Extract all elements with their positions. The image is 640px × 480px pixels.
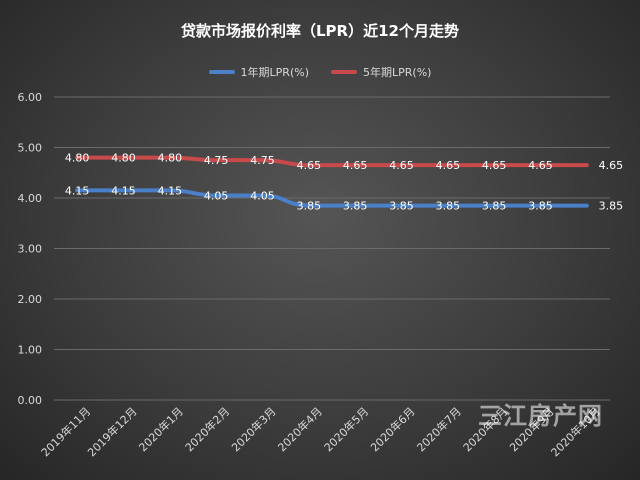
y-tick-label: 1.00 bbox=[18, 344, 43, 357]
y-tick-label: 3.00 bbox=[18, 243, 43, 256]
data-label-1y: 3.85 bbox=[436, 200, 461, 213]
legend-label-1y: 1年期LPR(%) bbox=[240, 66, 309, 79]
chart-title: 贷款市场报价利率（LPR）近12个月走势 bbox=[181, 22, 459, 40]
y-tick-label: 0.00 bbox=[18, 394, 43, 407]
data-label-5y: 4.65 bbox=[297, 159, 322, 172]
x-tick-label: 2020年2月 bbox=[182, 404, 232, 454]
data-label-1y: 3.85 bbox=[528, 200, 553, 213]
data-label-5y: 4.65 bbox=[482, 159, 507, 172]
data-label-5y: 4.65 bbox=[599, 159, 624, 172]
data-label-5y: 4.75 bbox=[204, 154, 229, 167]
series-line-5y bbox=[75, 155, 589, 168]
data-label-5y: 4.65 bbox=[343, 159, 368, 172]
data-label-1y: 4.05 bbox=[250, 189, 275, 202]
data-label-5y: 4.65 bbox=[528, 159, 553, 172]
y-tick-label: 2.00 bbox=[18, 293, 43, 306]
legend-label-5y: 5年期LPR(%) bbox=[363, 66, 432, 79]
data-label-5y: 4.65 bbox=[436, 159, 461, 172]
x-tick-label: 2020年7月 bbox=[414, 404, 464, 454]
data-label-1y: 3.85 bbox=[297, 200, 322, 213]
x-tick-label: 2020年3月 bbox=[228, 404, 278, 454]
series-line-1y bbox=[75, 188, 589, 208]
y-tick-label: 5.00 bbox=[18, 142, 43, 155]
x-tick-label: 2020年6月 bbox=[367, 404, 417, 454]
data-label-5y: 4.80 bbox=[111, 152, 136, 165]
data-label-1y: 3.85 bbox=[482, 200, 507, 213]
data-label-5y: 4.65 bbox=[389, 159, 414, 172]
data-label-1y: 4.15 bbox=[111, 184, 136, 197]
data-label-1y: 3.85 bbox=[343, 200, 368, 213]
data-label-1y: 3.85 bbox=[599, 200, 624, 213]
legend-swatch-1y bbox=[208, 70, 235, 74]
x-tick-label: 2019年12月 bbox=[84, 404, 139, 459]
y-tick-label: 4.00 bbox=[18, 192, 43, 205]
legend-item-5y: 5年期LPR(%) bbox=[331, 64, 431, 80]
x-tick-label: 2020年1月 bbox=[136, 404, 186, 454]
data-label-1y: 4.15 bbox=[65, 184, 90, 197]
data-label-5y: 4.75 bbox=[250, 154, 275, 167]
watermark: 三江房产网 bbox=[478, 402, 603, 430]
data-label-1y: 3.85 bbox=[389, 200, 414, 213]
legend-item-1y: 1年期LPR(%) bbox=[208, 64, 309, 80]
x-tick-label: 2020年5月 bbox=[321, 404, 371, 454]
data-label-5y: 4.80 bbox=[65, 152, 90, 165]
y-tick-label: 6.00 bbox=[18, 91, 43, 104]
x-tick-label: 2020年4月 bbox=[275, 404, 325, 454]
data-label-5y: 4.80 bbox=[158, 152, 183, 165]
data-label-1y: 4.05 bbox=[204, 189, 229, 202]
data-label-1y: 4.15 bbox=[158, 184, 183, 197]
legend-swatch-5y bbox=[331, 70, 357, 74]
legend: 1年期LPR(%) 5年期LPR(%) bbox=[0, 64, 640, 80]
